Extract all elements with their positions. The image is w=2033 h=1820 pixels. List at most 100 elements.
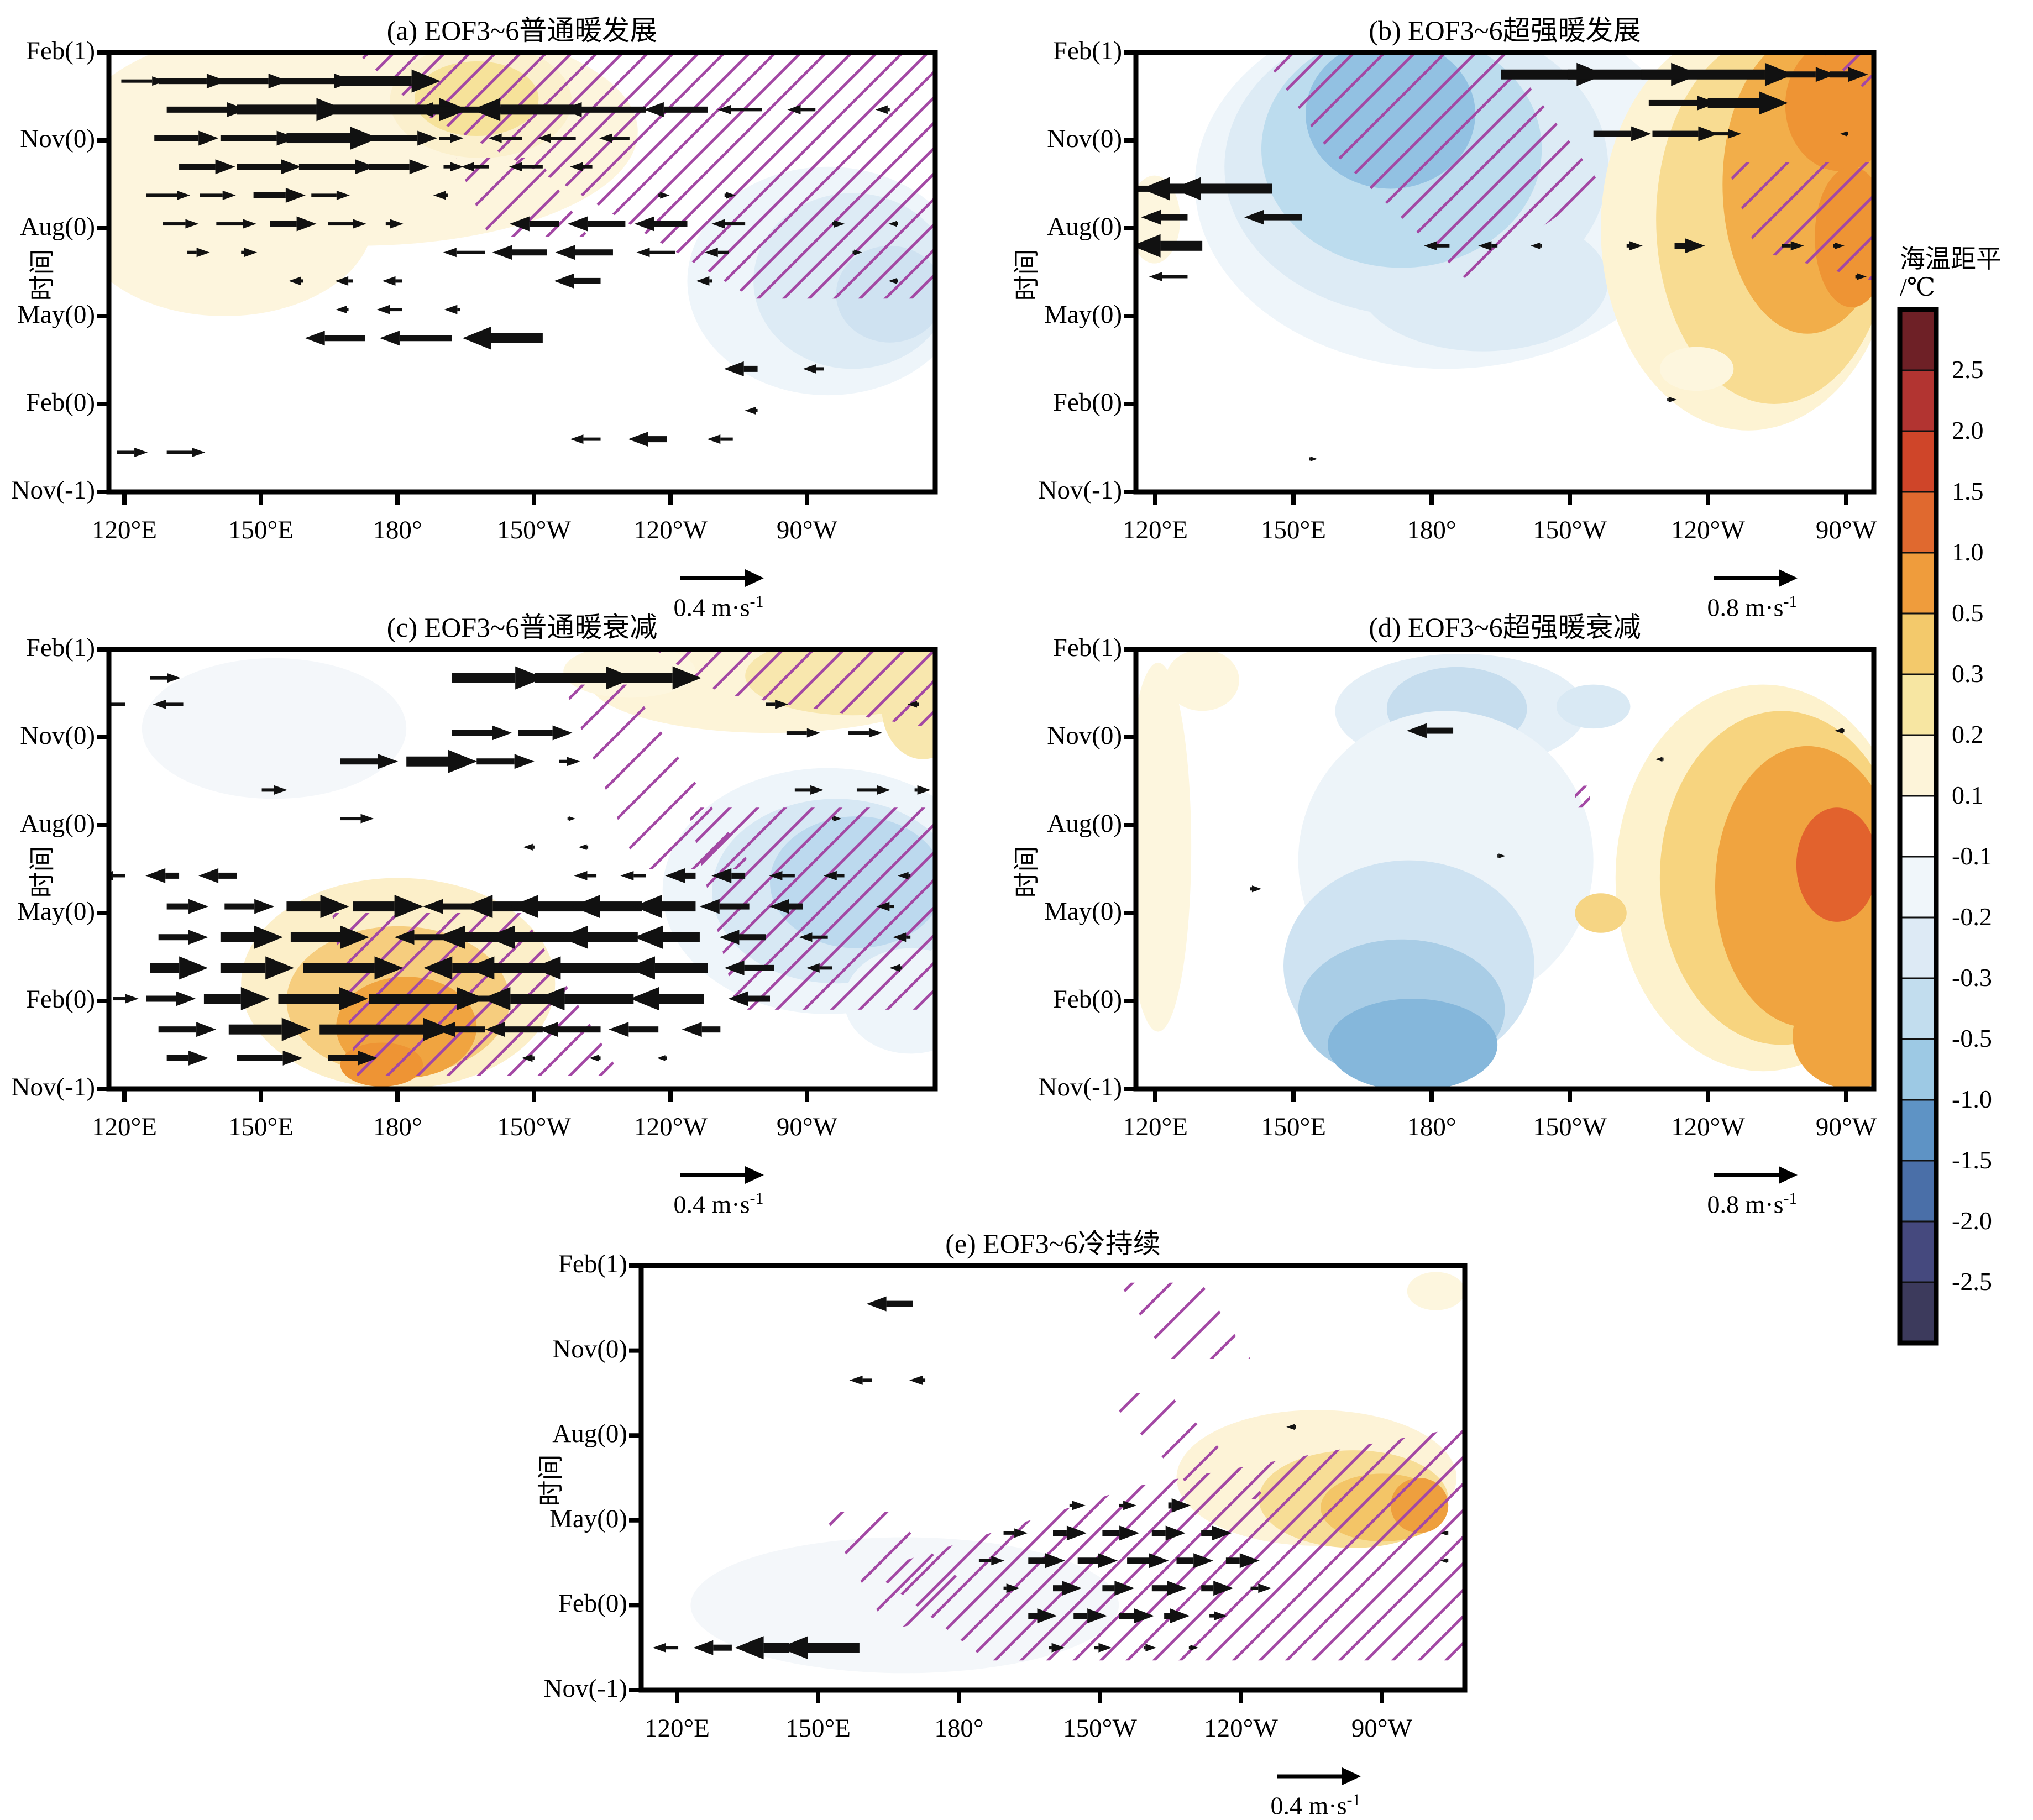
panel-d-fill-4	[1556, 684, 1631, 729]
panel-d-fill-1	[1165, 649, 1239, 711]
panel-b-xtick-120°E: 120°E	[1122, 516, 1188, 544]
colorbar-tick-0.2: 0.2	[1952, 720, 1984, 748]
colorbar-segment-10	[1899, 916, 1937, 979]
panel-b-xtick-180°: 180°	[1407, 516, 1456, 544]
panel-e-hatch-0	[1119, 1282, 1251, 1359]
scale-exponent: -1	[750, 1189, 764, 1208]
panel-c-ylabel: 时间	[28, 846, 57, 898]
panel-a-scale-arrow	[680, 569, 764, 587]
panel-b-ytick-Nov(0): Nov(0)	[1047, 124, 1122, 153]
panel-d-xtick-120°E: 120°E	[1122, 1113, 1188, 1141]
panel-e-xtick-120°E: 120°E	[644, 1714, 710, 1743]
panel-e-scale-label: 0.4 m·s-1	[1216, 1791, 1415, 1820]
panel-c-xtick-120°E: 120°E	[91, 1113, 157, 1141]
panel-b-scale-arrow	[1714, 569, 1798, 587]
colorbar-segment-5	[1899, 612, 1937, 675]
panel-c-fill-8	[844, 948, 935, 1054]
panel-c-ytick-Nov(-1): Nov(-1)	[11, 1073, 95, 1102]
panel-b-ytick-Aug(0): Aug(0)	[1047, 212, 1122, 241]
panel-b-vectors	[1136, 62, 1868, 461]
panel-c-plot	[97, 647, 938, 1102]
scale-exponent: -1	[750, 592, 764, 611]
panel-d-fill-14	[1575, 893, 1627, 933]
panel-d-fill-8	[1328, 999, 1498, 1089]
panel-b-ylabel: 时间	[1013, 249, 1042, 301]
panel-b-xtick-150°W: 150°W	[1533, 516, 1607, 544]
colorbar-tick-2.5: 2.5	[1952, 355, 1984, 384]
panel-e-ylabel: 时间	[537, 1454, 566, 1507]
panel-a-xtick-180°: 180°	[373, 516, 422, 544]
colorbar-tick--0.3: -0.3	[1952, 963, 1992, 992]
panel-b-fill-9	[1815, 166, 1874, 308]
panel-e-xtick-180°: 180°	[934, 1714, 984, 1743]
panel-d-ytick-Aug(0): Aug(0)	[1047, 809, 1122, 838]
panel-a-xtick-150°W: 150°W	[497, 516, 571, 544]
panel-d-scale-label: 0.8 m·s-1	[1653, 1189, 1852, 1219]
panel-c-xtick-150°E: 150°E	[228, 1113, 294, 1141]
panel-d-ytick-May(0): May(0)	[1044, 897, 1122, 926]
colorbar-segment-12	[1899, 1038, 1937, 1101]
panel-c-scale-label: 0.4 m·s-1	[619, 1189, 818, 1219]
panel-d-fill-12	[1796, 807, 1874, 922]
panel-d-plot	[1124, 647, 1877, 1102]
panel-d-ytick-Feb(0): Feb(0)	[1052, 985, 1122, 1014]
colorbar-segment-4	[1899, 552, 1937, 615]
panel-b-fill-8	[1785, 53, 1874, 171]
scale-value: 0.8 m·s	[1707, 593, 1784, 622]
scale-exponent: -1	[1783, 592, 1798, 611]
panel-c-xtick-120°W: 120°W	[633, 1113, 708, 1141]
panel-e-fill-3	[1390, 1478, 1449, 1533]
panel-b-title: (b) EOF3~6超强暖发展	[1369, 15, 1641, 46]
panel-a-plot	[97, 50, 938, 505]
panel-e-ytick-Nov(-1): Nov(-1)	[543, 1674, 627, 1703]
panel-a-ytick-May(0): May(0)	[17, 300, 95, 329]
panel-a-ytick-Aug(0): Aug(0)	[20, 212, 95, 241]
panel-d-vectors	[1250, 723, 1845, 893]
colorbar-segment-16	[1899, 1281, 1937, 1344]
panel-b-plot	[1124, 50, 1877, 505]
colorbar-tick--0.2: -0.2	[1952, 903, 1992, 931]
panel-e-xtick-150°E: 150°E	[785, 1714, 851, 1743]
colorbar-segment-14	[1899, 1160, 1937, 1223]
panel-c-ytick-Nov(0): Nov(0)	[20, 721, 95, 750]
panel-a-xtick-150°E: 150°E	[228, 516, 294, 544]
panel-e-ytick-May(0): May(0)	[549, 1504, 627, 1533]
panel-b-ytick-Feb(1): Feb(1)	[1052, 36, 1122, 65]
colorbar-tick--1.5: -1.5	[1952, 1146, 1992, 1174]
panel-c-ytick-May(0): May(0)	[17, 897, 95, 926]
scale-exponent: -1	[1783, 1189, 1798, 1208]
panel-e-xtick-120°W: 120°W	[1204, 1714, 1278, 1743]
panel-d-xtick-180°: 180°	[1407, 1113, 1456, 1141]
colorbar-segment-8	[1899, 795, 1937, 858]
colorbar-title: 海温距平	[1900, 245, 2001, 273]
panel-c-xtick-90°W: 90°W	[776, 1113, 838, 1141]
panel-b-xtick-150°E: 150°E	[1260, 516, 1326, 544]
panel-b-ytick-Nov(-1): Nov(-1)	[1038, 476, 1122, 505]
panel-e-hatch-3	[822, 1512, 987, 1631]
panel-a-xtick-90°W: 90°W	[776, 516, 838, 544]
colorbar-tick-2.0: 2.0	[1952, 416, 1984, 444]
panel-e-fill-4	[690, 1537, 1119, 1674]
panel-c-fill-2	[881, 653, 935, 759]
colorbar-tick-1.0: 1.0	[1952, 538, 1984, 566]
panel-e-ytick-Feb(1): Feb(1)	[558, 1250, 627, 1278]
panel-d-xtick-90°W: 90°W	[1815, 1113, 1877, 1141]
panel-c-ytick-Aug(0): Aug(0)	[20, 809, 95, 838]
colorbar-unit: /℃	[1900, 273, 1936, 301]
panel-b-fill-10	[1659, 347, 1734, 391]
panel-d-ytick-Feb(1): Feb(1)	[1052, 633, 1122, 662]
panel-d-fill-13	[1793, 983, 1874, 1089]
panel-e-xtick-150°W: 150°W	[1063, 1714, 1137, 1743]
scale-value: 0.4 m·s	[673, 1190, 750, 1219]
panel-c-scale-arrow	[680, 1166, 764, 1184]
panel-e-title: (e) EOF3~6冷持续	[945, 1228, 1161, 1259]
colorbar-segment-7	[1899, 734, 1937, 797]
colorbar-segment-6	[1899, 673, 1937, 736]
panel-e-ytick-Nov(0): Nov(0)	[552, 1334, 627, 1363]
panel-a-ytick-Nov(-1): Nov(-1)	[11, 476, 95, 505]
panel-e-ytick-Aug(0): Aug(0)	[552, 1419, 627, 1449]
colorbar-tick--0.1: -0.1	[1952, 842, 1992, 870]
panel-e-fill-5	[1407, 1272, 1465, 1310]
panel-a-ylabel: 时间	[28, 249, 57, 301]
